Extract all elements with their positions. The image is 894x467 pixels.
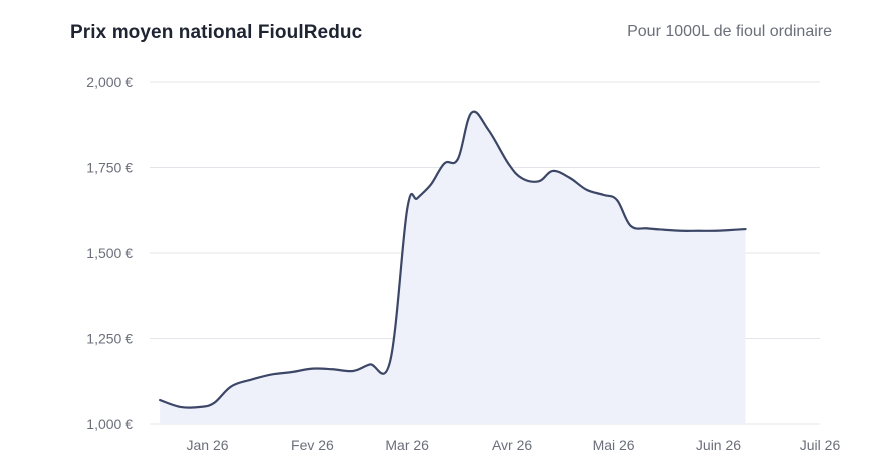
data-point: [506, 161, 512, 167]
x-tick-labels: Jan 26 Fev 26 Mar 26 Avr 26 Mai 26 Juin 26 Jui…: [187, 437, 841, 453]
x-tick-label: Avr 26: [492, 437, 532, 453]
y-tick-labels: 1,000 € 1,250 € 1,500 € 1,750 € 2,000 €: [86, 74, 133, 432]
x-tick-label: Juin 26: [696, 437, 741, 453]
data-point: [211, 400, 217, 406]
data-point: [309, 366, 315, 372]
chart-title: Prix moyen national FioulReduc: [70, 22, 363, 43]
data-point: [269, 371, 275, 377]
data-point: [387, 358, 393, 364]
data-point: [678, 228, 684, 234]
data-point: [330, 366, 336, 372]
data-point: [441, 160, 447, 166]
data-point: [661, 227, 667, 233]
data-point: [600, 192, 606, 198]
data-point: [157, 397, 163, 403]
price-area: [160, 111, 746, 424]
y-tick-label: 2,000 €: [86, 74, 133, 90]
y-tick-label: 1,000 €: [86, 416, 133, 432]
data-point: [550, 168, 556, 174]
data-point: [584, 187, 590, 193]
x-tick-label: Mar 26: [385, 437, 429, 453]
data-point: [177, 404, 183, 410]
data-point: [228, 383, 234, 389]
data-point: [468, 110, 474, 116]
y-tick-label: 1,750 €: [86, 160, 133, 176]
data-point: [519, 175, 525, 181]
price-line: [159, 110, 747, 409]
x-tick-label: Jan 26: [187, 437, 229, 453]
x-tick-label: Mai 26: [593, 437, 635, 453]
data-point: [455, 156, 461, 162]
data-point: [428, 182, 434, 188]
y-tick-label: 1,250 €: [86, 331, 133, 347]
data-point: [726, 227, 732, 233]
chart-subtitle: Pour 1000L de fioul ordinaire: [627, 23, 832, 40]
x-tick-label: Juil 26: [800, 437, 841, 453]
data-point: [743, 226, 749, 232]
data-point: [695, 228, 701, 234]
data-point: [198, 404, 204, 410]
data-point: [485, 127, 491, 133]
x-tick-label: Fev 26: [291, 437, 334, 453]
data-point: [249, 377, 255, 383]
y-tick-label: 1,500 €: [86, 245, 133, 261]
data-point: [367, 361, 373, 367]
data-point: [712, 228, 718, 234]
data-point: [614, 197, 620, 203]
data-point: [289, 369, 295, 375]
data-point: [567, 175, 573, 181]
data-point: [414, 195, 420, 201]
data-point: [404, 206, 410, 212]
data-point: [644, 225, 650, 231]
data-point: [536, 178, 542, 184]
data-point: [628, 223, 634, 229]
data-point: [350, 368, 356, 374]
